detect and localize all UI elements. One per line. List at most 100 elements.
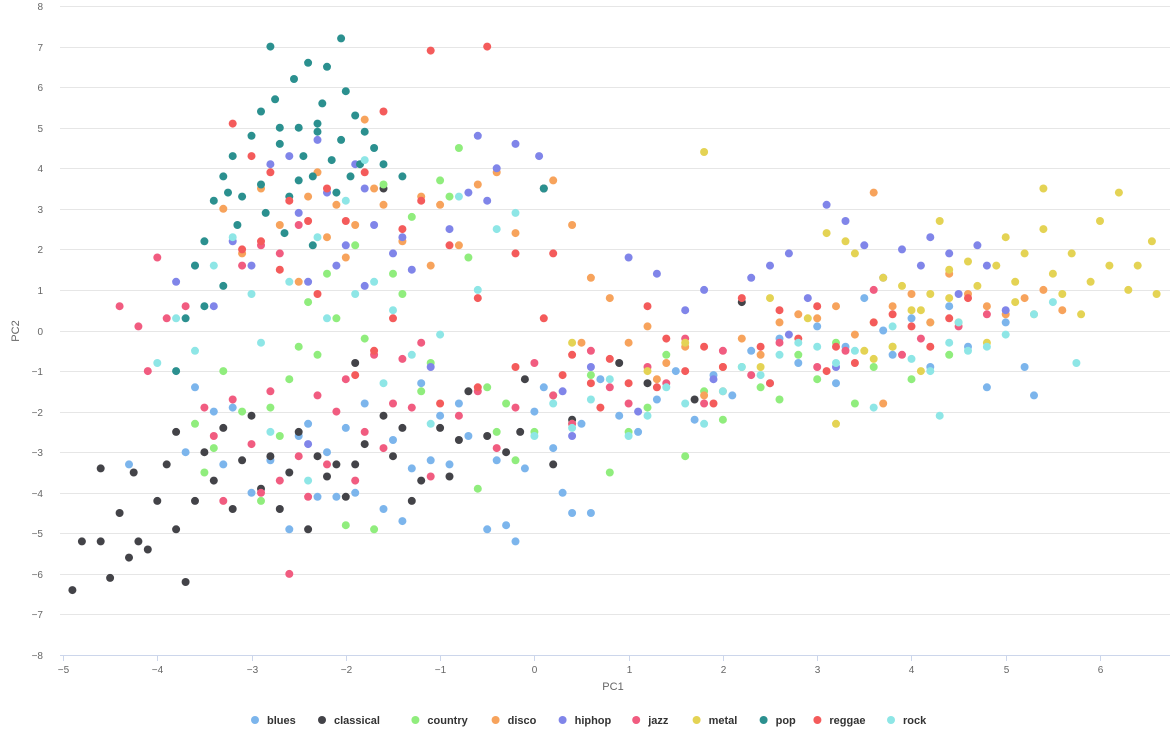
data-point-blues[interactable] <box>417 379 426 388</box>
data-point-disco[interactable] <box>1020 294 1029 303</box>
data-point-country[interactable] <box>775 395 784 404</box>
data-point-metal[interactable] <box>643 367 652 376</box>
data-point-blues[interactable] <box>1001 318 1010 327</box>
data-point-blues[interactable] <box>945 302 954 311</box>
data-point-rock[interactable] <box>1001 330 1010 339</box>
data-point-pop[interactable] <box>294 123 303 132</box>
data-point-pop[interactable] <box>233 221 242 229</box>
data-point-hiphop[interactable] <box>492 164 501 173</box>
data-point-pop[interactable] <box>280 229 289 238</box>
data-point-reggae[interactable] <box>473 294 482 303</box>
data-point-classical[interactable] <box>360 440 369 449</box>
data-point-hiphop[interactable] <box>535 152 544 161</box>
data-point-metal[interactable] <box>1039 184 1048 193</box>
data-point-jazz[interactable] <box>275 249 284 258</box>
data-point-rock[interactable] <box>492 225 501 234</box>
data-point-pop[interactable] <box>337 135 346 144</box>
data-point-disco[interactable] <box>379 200 388 209</box>
data-point-rock[interactable] <box>954 318 963 327</box>
data-point-reggae[interactable] <box>511 249 520 258</box>
data-point-metal[interactable] <box>1086 277 1095 286</box>
data-point-reggae[interactable] <box>624 379 633 388</box>
data-point-country[interactable] <box>370 525 379 534</box>
data-point-country[interactable] <box>341 521 350 530</box>
data-point-disco[interactable] <box>605 294 614 303</box>
data-point-country[interactable] <box>586 371 595 380</box>
data-point-blues[interactable] <box>511 537 520 546</box>
data-point-jazz[interactable] <box>200 403 209 412</box>
data-point-rock[interactable] <box>794 338 803 347</box>
data-point-jazz[interactable] <box>426 472 435 481</box>
data-point-pop[interactable] <box>313 127 322 136</box>
data-point-hiphop[interactable] <box>634 407 643 416</box>
data-point-rock[interactable] <box>643 411 652 420</box>
data-point-classical[interactable] <box>153 496 162 505</box>
data-point-reggae[interactable] <box>275 265 284 274</box>
data-point-classical[interactable] <box>389 452 397 461</box>
data-point-country[interactable] <box>238 407 247 416</box>
data-point-pop[interactable] <box>247 131 256 140</box>
data-point-blues[interactable] <box>813 322 822 331</box>
data-point-hiphop[interactable] <box>313 135 322 144</box>
data-point-blues[interactable] <box>568 509 577 517</box>
data-point-reggae[interactable] <box>247 152 256 161</box>
data-point-rock[interactable] <box>426 419 435 428</box>
data-point-blues[interactable] <box>398 517 407 526</box>
data-point-hiphop[interactable] <box>558 387 567 396</box>
legend-item-country[interactable]: country <box>411 715 469 727</box>
data-point-country[interactable] <box>813 375 822 384</box>
data-point-blues[interactable] <box>323 448 331 457</box>
data-point-jazz[interactable] <box>304 492 313 501</box>
data-point-disco[interactable] <box>304 192 313 201</box>
data-point-classical[interactable] <box>172 427 181 436</box>
data-point-disco[interactable] <box>1039 285 1048 294</box>
data-point-country[interactable] <box>464 253 473 262</box>
legend-item-hiphop[interactable]: hiphop <box>558 715 612 727</box>
data-point-rock[interactable] <box>869 403 878 412</box>
data-point-rock[interactable] <box>436 330 445 339</box>
data-point-country[interactable] <box>718 415 727 424</box>
data-point-metal[interactable] <box>1020 249 1029 258</box>
data-point-blues[interactable] <box>596 375 605 384</box>
data-point-jazz[interactable] <box>228 395 237 404</box>
data-point-disco[interactable] <box>436 200 445 209</box>
legend-item-metal[interactable]: metal <box>692 715 738 727</box>
data-point-reggae[interactable] <box>379 107 388 116</box>
data-point-metal[interactable] <box>869 354 878 363</box>
data-point-hiphop[interactable] <box>898 245 906 254</box>
data-point-disco[interactable] <box>332 200 341 209</box>
data-point-metal[interactable] <box>832 419 840 428</box>
data-point-country[interactable] <box>454 144 463 152</box>
data-point-metal[interactable] <box>803 314 812 323</box>
data-point-hiphop[interactable] <box>700 285 709 294</box>
data-point-blues[interactable] <box>539 383 548 392</box>
data-point-classical[interactable] <box>172 525 181 534</box>
data-point-classical[interactable] <box>379 411 388 420</box>
data-point-classical[interactable] <box>143 545 152 554</box>
data-point-rock[interactable] <box>1048 298 1057 307</box>
data-point-disco[interactable] <box>888 302 897 311</box>
data-point-blues[interactable] <box>341 423 350 432</box>
data-point-country[interactable] <box>850 399 859 408</box>
data-point-rock[interactable] <box>586 395 595 404</box>
data-point-hiphop[interactable] <box>916 261 925 270</box>
data-point-disco[interactable] <box>360 115 369 124</box>
data-point-pop[interactable] <box>332 188 341 197</box>
data-point-pop[interactable] <box>257 107 265 116</box>
data-point-hiphop[interactable] <box>784 249 793 258</box>
data-point-reggae[interactable] <box>351 371 360 380</box>
data-point-disco[interactable] <box>351 221 360 229</box>
data-point-jazz[interactable] <box>134 322 143 331</box>
data-point-reggae[interactable] <box>964 294 972 303</box>
data-point-classical[interactable] <box>181 578 190 586</box>
data-point-blues[interactable] <box>483 525 492 534</box>
data-point-rock[interactable] <box>473 285 482 294</box>
data-point-hiphop[interactable] <box>247 261 256 270</box>
data-point-country[interactable] <box>257 496 265 505</box>
data-point-hiphop[interactable] <box>841 217 850 225</box>
data-point-country[interactable] <box>662 350 671 359</box>
data-point-reggae[interactable] <box>662 334 671 343</box>
data-point-classical[interactable] <box>96 537 105 546</box>
data-point-country[interactable] <box>417 387 426 396</box>
data-point-jazz[interactable] <box>869 285 878 294</box>
